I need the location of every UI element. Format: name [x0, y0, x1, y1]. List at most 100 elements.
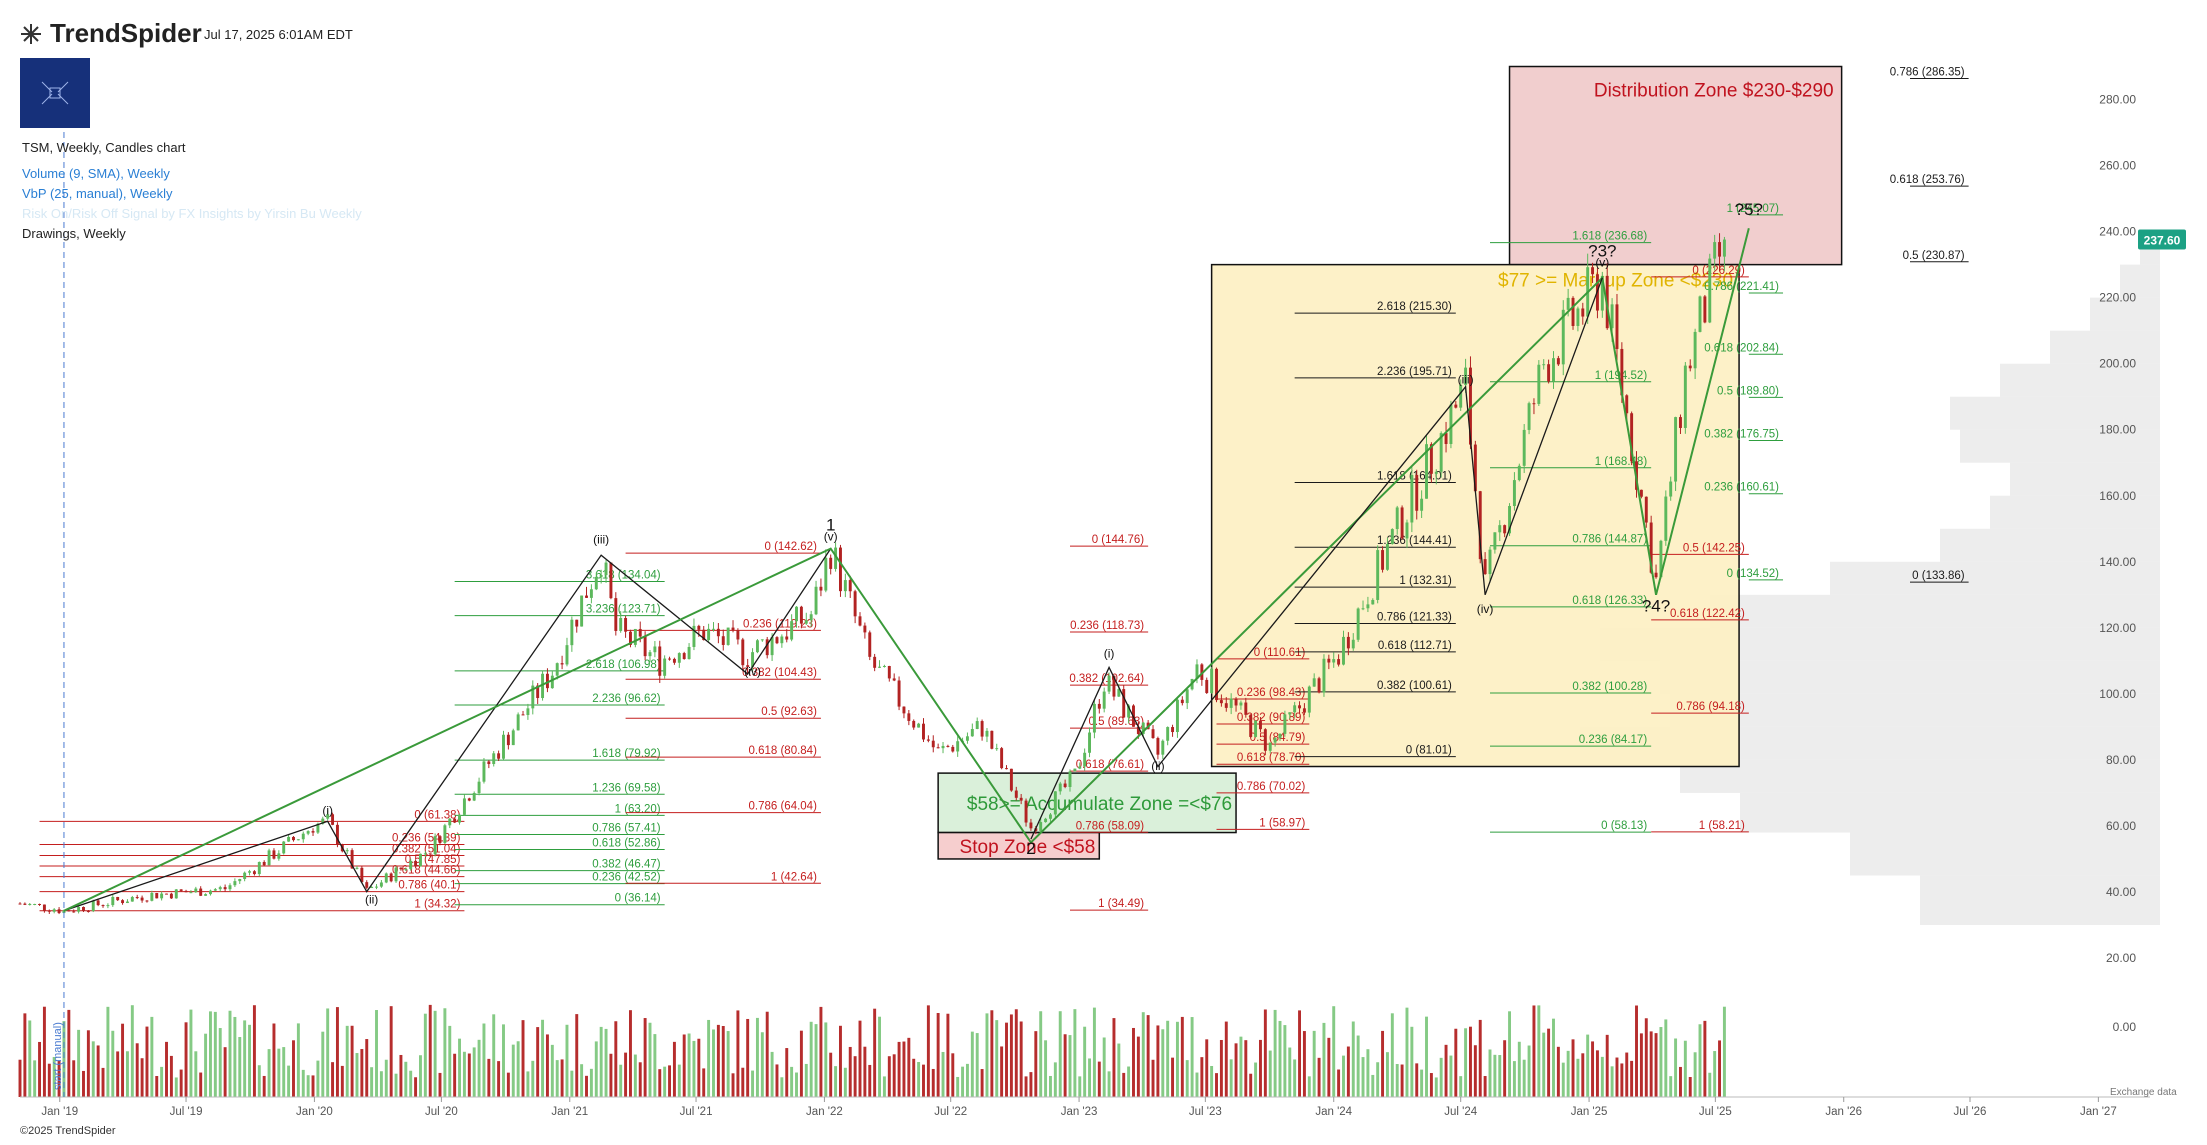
volume-bar	[277, 1048, 281, 1097]
candle	[614, 598, 618, 631]
volume-bar	[1722, 1006, 1726, 1097]
volume-bar	[1234, 1043, 1238, 1097]
candle	[516, 714, 520, 731]
vbp-indicator[interactable]: VbP (25, manual), Weekly	[22, 186, 173, 201]
fib-label: 0.618 (122.42)	[1670, 608, 1745, 620]
candle	[1244, 702, 1248, 715]
fib-label: 0.5 (84.79)	[1250, 732, 1306, 744]
candle	[863, 625, 867, 633]
volume-bar	[477, 1039, 481, 1097]
volume-bar	[545, 1034, 549, 1097]
volume-bar	[394, 1073, 398, 1097]
candle	[189, 892, 193, 894]
candle	[580, 595, 584, 627]
candle	[282, 841, 286, 854]
volume-bar	[760, 1032, 764, 1097]
candle	[414, 860, 418, 867]
candle	[746, 665, 750, 667]
volume-bar	[1151, 1059, 1155, 1097]
fib-label: 0.5 (230.87)	[1903, 250, 1965, 262]
volume-bar	[67, 1009, 71, 1097]
candle	[1092, 703, 1096, 733]
volume-bar	[1254, 1062, 1258, 1097]
candle	[541, 673, 545, 699]
volume-bar	[1464, 1028, 1468, 1097]
x-tick-label: Jul '24	[1444, 1106, 1477, 1118]
drawings-line[interactable]: Drawings, Weekly	[22, 226, 126, 241]
volume-bar	[785, 1048, 789, 1097]
candle	[321, 818, 325, 824]
candle	[1571, 297, 1575, 326]
candle	[399, 867, 403, 870]
candle	[956, 741, 960, 752]
fib-label: 0.786 (57.41)	[592, 822, 661, 834]
volume-bar	[404, 1061, 408, 1097]
volume-bar	[931, 1068, 935, 1097]
signal-indicator[interactable]: Risk On/Risk Off Signal by FX Insights b…	[22, 206, 362, 221]
candle	[819, 586, 823, 591]
fib-label: 0.786 (64.04)	[749, 801, 818, 813]
volume-bar	[814, 1024, 818, 1097]
vbp-bar	[2000, 363, 2160, 397]
volume-bar	[1512, 1061, 1516, 1097]
candle	[1644, 496, 1648, 523]
zone-label: $58>= Accumulate Zone =<$76	[967, 794, 1232, 815]
volume-bar	[1146, 1015, 1150, 1097]
candle	[1195, 664, 1199, 679]
volume-indicator[interactable]: Volume (9, SMA), Weekly	[22, 166, 170, 181]
volume-bar	[848, 1046, 852, 1097]
candle	[1576, 308, 1580, 326]
fib-label: 0 (226.29)	[1692, 265, 1745, 277]
candle	[1283, 714, 1287, 734]
fib-label: 3.236 (123.71)	[586, 604, 661, 616]
candles	[18, 233, 1726, 915]
candle	[1298, 705, 1301, 709]
x-tick-label: Jul '19	[170, 1106, 203, 1118]
volume-bar	[1390, 1013, 1394, 1097]
volume-bar	[550, 1044, 554, 1097]
candle	[1346, 636, 1350, 649]
candle	[1332, 659, 1336, 663]
candle	[1083, 752, 1087, 767]
candle	[1263, 729, 1267, 751]
candle	[47, 910, 51, 912]
candle	[839, 547, 842, 592]
candle	[672, 658, 676, 663]
copyright: ©2025 TrendSpider	[20, 1125, 116, 1137]
volume-bar	[902, 1041, 906, 1097]
candle	[892, 678, 896, 681]
candle	[38, 903, 41, 905]
candle	[169, 893, 173, 899]
volume-bar	[790, 1066, 794, 1097]
fib-label: 0.786 (94.18)	[1676, 701, 1745, 713]
brand-logo[interactable]: TrendSpider	[18, 18, 202, 49]
candle	[228, 885, 232, 890]
volume-bar	[1429, 1073, 1433, 1097]
fib-label: 0.236 (84.17)	[1579, 734, 1648, 746]
fib-label: 0.382 (90.89)	[1237, 712, 1306, 724]
symbol-line[interactable]: TSM, Weekly, Candles chart	[22, 140, 186, 155]
candle	[902, 706, 906, 714]
candle	[233, 881, 237, 886]
candle	[257, 861, 261, 875]
candle	[140, 897, 144, 901]
volume-bar	[619, 1064, 623, 1097]
volume-bar	[829, 1052, 833, 1097]
volume-bar	[360, 1049, 364, 1097]
volume-bar	[1439, 1057, 1443, 1097]
volume-bar	[379, 1071, 383, 1097]
candle	[1381, 550, 1385, 570]
volume-bar	[765, 1011, 769, 1097]
volume-bar	[1171, 1057, 1175, 1097]
volume-bar	[965, 1063, 969, 1097]
candle	[1053, 791, 1057, 815]
fib-label: 0 (36.14)	[615, 893, 661, 905]
candle	[624, 618, 628, 632]
candle	[360, 867, 364, 883]
volume-bar	[150, 1016, 154, 1097]
candle	[1552, 358, 1555, 382]
volume-bar	[775, 1064, 779, 1097]
candle	[1249, 714, 1253, 737]
wave-line	[63, 548, 832, 912]
